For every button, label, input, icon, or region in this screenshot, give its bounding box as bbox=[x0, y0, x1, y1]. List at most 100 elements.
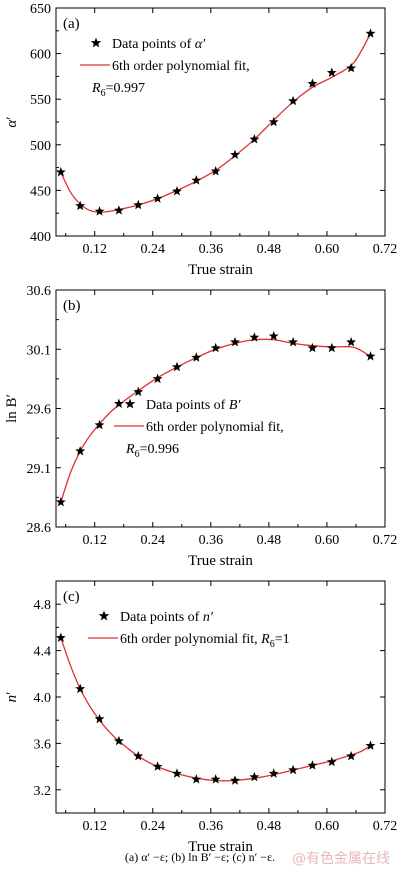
chart-panel-a: 0.12 0.24 0.36 0.48 0.60 0.72 400 450 500 550 600 6… bbox=[4, 2, 397, 278]
data-point bbox=[288, 336, 299, 347]
legend-fit-label-2-r: R bbox=[91, 81, 101, 96]
fit-curve bbox=[60, 637, 371, 782]
watermark: @有色金属在线 bbox=[292, 851, 390, 867]
x-tick-label: 0.48 bbox=[257, 242, 282, 257]
data-point bbox=[230, 775, 240, 785]
data-point bbox=[75, 445, 86, 456]
data-point bbox=[249, 332, 260, 342]
legend-points-label-pre: Data points of bbox=[120, 610, 203, 625]
legend-fit-label-pre: 6th order polynomial fit, bbox=[120, 632, 261, 647]
chart-panel-b: 0.12 0.24 0.36 0.48 0.60 0.72 28.6 29.1 29.6 30.1… bbox=[4, 284, 397, 569]
data-point bbox=[365, 740, 376, 750]
x-tick-label: 0.24 bbox=[141, 819, 166, 834]
legend-points-label-pre: Data points of bbox=[112, 37, 195, 52]
y-axis-label-prime: ′ bbox=[4, 116, 20, 119]
data-point bbox=[55, 632, 66, 643]
y-tick-label: 600 bbox=[30, 48, 51, 63]
data-point bbox=[288, 95, 299, 106]
y-axis-label-main: α bbox=[4, 119, 20, 128]
data-point bbox=[268, 768, 279, 778]
legend-fit-label-post: =1 bbox=[275, 632, 290, 647]
y-tick-label: 650 bbox=[30, 2, 51, 17]
legend-fit-label: 6th order polynomial fit, bbox=[112, 59, 250, 74]
data-point bbox=[326, 67, 337, 77]
legend-points-label-pre: Data points of bbox=[146, 398, 229, 413]
figure-caption: (a) α′ −ε; (b) ln B′ −ε; (c) n′ −ε. bbox=[124, 850, 276, 864]
x-tick-label: 0.72 bbox=[373, 533, 398, 548]
y-tick-label: 29.6 bbox=[27, 403, 52, 418]
y-tick-label: 30.6 bbox=[27, 284, 52, 299]
data-point bbox=[346, 62, 357, 73]
y-tick-label: 4.8 bbox=[34, 598, 52, 613]
data-point bbox=[268, 116, 279, 127]
x-tick-label: 0.60 bbox=[315, 533, 340, 548]
y-tick-label: 500 bbox=[30, 139, 51, 154]
data-point bbox=[113, 735, 124, 746]
data-point bbox=[191, 774, 202, 784]
legend-fit-label-2-post: =0.996 bbox=[140, 442, 179, 457]
x-tick-label: 0.12 bbox=[82, 533, 107, 548]
y-tick-label: 29.1 bbox=[27, 462, 52, 477]
data-point bbox=[172, 186, 182, 196]
y-tick-label: 3.6 bbox=[34, 737, 52, 752]
y-axis-label-prime: ′ bbox=[4, 692, 20, 695]
data-point bbox=[365, 351, 376, 361]
legend-fit-label-2: R6=0.997 bbox=[91, 81, 145, 99]
data-point bbox=[133, 386, 144, 397]
x-tick-label: 0.12 bbox=[82, 242, 107, 257]
data-point bbox=[172, 768, 182, 778]
y-axis-label-main: n bbox=[4, 695, 20, 703]
x-axis-label: True strain bbox=[188, 553, 253, 569]
chart-panel-c: 0.12 0.24 0.36 0.48 0.60 0.72 3.2 3.6 4.0 4.4 4.8 T… bbox=[4, 580, 398, 855]
x-tick-label: 0.24 bbox=[141, 242, 166, 257]
data-point bbox=[113, 398, 124, 408]
data-point bbox=[210, 166, 221, 176]
y-tick-label: 450 bbox=[30, 184, 51, 199]
x-tick-label: 0.60 bbox=[315, 819, 340, 834]
legend: Data points of α′ 6th order polynomial fi… bbox=[80, 37, 250, 99]
data-point bbox=[307, 760, 318, 770]
x-tick-label: 0.36 bbox=[199, 242, 224, 257]
data-point bbox=[152, 193, 163, 203]
y-tick-label: 30.1 bbox=[27, 343, 52, 358]
data-point bbox=[268, 331, 279, 341]
x-tick-label: 0.48 bbox=[257, 533, 282, 548]
data-point bbox=[152, 761, 163, 771]
legend-marker-star bbox=[124, 398, 136, 409]
legend-fit-label-2: R6=0.996 bbox=[125, 442, 179, 460]
data-point bbox=[133, 750, 144, 761]
y-tick-label: 4.4 bbox=[34, 645, 52, 660]
legend-points-label: Data points of B′ bbox=[146, 398, 241, 413]
data-point bbox=[307, 78, 318, 88]
data-point bbox=[55, 166, 66, 177]
legend-fit-label: 6th order polynomial fit, bbox=[146, 420, 284, 435]
data-point bbox=[191, 175, 202, 185]
y-axis-label: n′ bbox=[4, 692, 20, 703]
legend-fit-label-2-sub: 6 bbox=[135, 449, 140, 460]
y-axis-label: ln B′ bbox=[4, 394, 20, 423]
x-tick-label: 0.48 bbox=[257, 819, 282, 834]
legend-points-label-sym: B′ bbox=[229, 398, 242, 413]
x-tick-label: 0.72 bbox=[373, 819, 398, 834]
y-tick-label: 4.0 bbox=[34, 691, 52, 706]
panel-label: (b) bbox=[63, 298, 81, 314]
y-tick-label: 400 bbox=[30, 230, 51, 245]
legend: Data points of n′ 6th order polynomial fi… bbox=[88, 610, 290, 650]
data-point bbox=[133, 199, 144, 210]
panel-label: (a) bbox=[63, 16, 80, 32]
data-point bbox=[55, 496, 66, 507]
x-tick-label: 0.12 bbox=[82, 819, 107, 834]
data-point bbox=[307, 342, 318, 353]
x-axis-label: True strain bbox=[188, 262, 253, 278]
data-point bbox=[191, 352, 202, 362]
data-point bbox=[94, 419, 105, 430]
data-point bbox=[210, 774, 221, 784]
legend-fit-label: 6th order polynomial fit, R6=1 bbox=[120, 632, 290, 650]
legend-points-label-sym: α′ bbox=[195, 37, 206, 52]
legend-fit-label-2-r: R bbox=[125, 442, 135, 457]
data-point bbox=[172, 361, 182, 372]
x-tick-label: 0.60 bbox=[315, 242, 340, 257]
plot-frame bbox=[55, 7, 386, 237]
legend-marker-star bbox=[90, 37, 102, 48]
